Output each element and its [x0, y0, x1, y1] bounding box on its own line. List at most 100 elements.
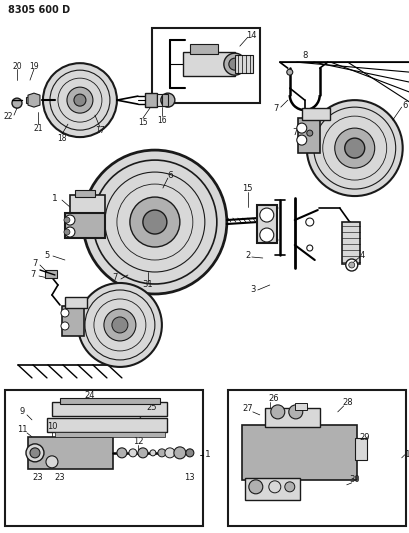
Bar — [70, 195, 105, 213]
Text: 4: 4 — [359, 251, 364, 260]
Circle shape — [26, 444, 44, 462]
Bar — [75, 190, 95, 197]
Text: 11: 11 — [17, 425, 27, 434]
Circle shape — [259, 208, 273, 222]
Text: 6: 6 — [401, 101, 407, 110]
Text: 14: 14 — [246, 31, 256, 39]
Text: 17: 17 — [95, 126, 104, 135]
Circle shape — [150, 450, 155, 456]
Text: 1: 1 — [52, 193, 58, 203]
Text: 3: 3 — [249, 286, 255, 294]
Bar — [234, 55, 252, 73]
Bar — [189, 44, 217, 54]
Circle shape — [334, 128, 374, 168]
Circle shape — [117, 448, 127, 458]
Circle shape — [306, 100, 402, 196]
Bar — [45, 270, 57, 278]
Circle shape — [348, 262, 354, 268]
Text: 1: 1 — [404, 450, 409, 459]
Text: 7: 7 — [291, 127, 297, 136]
Text: 1: 1 — [204, 450, 210, 459]
Circle shape — [43, 63, 117, 137]
Text: 31: 31 — [142, 280, 153, 289]
Bar — [227, 390, 405, 526]
Bar — [47, 418, 166, 432]
Text: 25: 25 — [146, 403, 157, 413]
Circle shape — [46, 456, 58, 468]
Circle shape — [137, 448, 148, 458]
Circle shape — [143, 210, 166, 234]
Circle shape — [228, 58, 240, 70]
Circle shape — [160, 93, 175, 107]
Circle shape — [12, 98, 22, 108]
Text: 20: 20 — [12, 62, 22, 71]
Bar — [182, 52, 234, 76]
Bar — [162, 94, 167, 106]
Bar — [62, 306, 84, 336]
Text: 30: 30 — [348, 475, 359, 484]
Text: 28: 28 — [342, 398, 352, 407]
Text: 19: 19 — [29, 62, 39, 71]
Circle shape — [256, 237, 262, 243]
Circle shape — [130, 197, 180, 247]
Bar — [264, 408, 319, 427]
Text: 13: 13 — [184, 473, 195, 482]
Circle shape — [65, 215, 75, 225]
Circle shape — [345, 259, 357, 271]
Bar — [341, 222, 359, 264]
Polygon shape — [28, 93, 40, 107]
Circle shape — [64, 217, 70, 223]
Circle shape — [268, 481, 280, 493]
Circle shape — [284, 482, 294, 492]
Text: 24: 24 — [85, 391, 95, 400]
Text: 15: 15 — [138, 118, 147, 127]
Circle shape — [270, 405, 284, 419]
Circle shape — [67, 87, 93, 113]
Circle shape — [30, 448, 40, 458]
Circle shape — [61, 322, 69, 330]
Text: 8: 8 — [301, 51, 307, 60]
Bar — [241, 425, 356, 480]
Circle shape — [74, 94, 86, 106]
Text: 7: 7 — [32, 259, 38, 268]
Bar — [297, 118, 319, 153]
Circle shape — [306, 245, 312, 251]
Circle shape — [83, 150, 226, 294]
Text: 9: 9 — [19, 407, 25, 416]
Text: 16: 16 — [157, 116, 166, 125]
Circle shape — [344, 138, 364, 158]
Bar — [244, 478, 299, 500]
Text: 5: 5 — [44, 251, 49, 260]
Circle shape — [185, 449, 193, 457]
Text: 27: 27 — [242, 405, 252, 414]
Text: 2: 2 — [245, 251, 250, 260]
Circle shape — [271, 237, 277, 243]
Circle shape — [61, 309, 69, 317]
Text: 10: 10 — [47, 422, 57, 431]
Circle shape — [112, 317, 128, 333]
Circle shape — [223, 53, 245, 75]
Circle shape — [64, 229, 70, 235]
Text: 6: 6 — [166, 171, 172, 180]
Bar — [65, 297, 87, 308]
Text: 22: 22 — [3, 111, 13, 120]
Bar — [354, 438, 366, 460]
Text: 7: 7 — [272, 103, 278, 112]
Bar — [5, 390, 202, 526]
Circle shape — [173, 447, 185, 459]
Text: 21: 21 — [33, 124, 43, 133]
Circle shape — [164, 448, 175, 458]
Circle shape — [157, 449, 166, 457]
Circle shape — [78, 283, 162, 367]
Circle shape — [305, 218, 313, 226]
Circle shape — [296, 135, 306, 145]
Bar — [52, 402, 166, 416]
Bar — [55, 432, 164, 437]
Circle shape — [306, 130, 312, 136]
Bar — [294, 403, 306, 410]
Bar — [28, 437, 112, 469]
Bar — [151, 28, 259, 103]
Circle shape — [248, 480, 262, 494]
Bar — [144, 93, 157, 107]
Bar — [157, 94, 164, 106]
